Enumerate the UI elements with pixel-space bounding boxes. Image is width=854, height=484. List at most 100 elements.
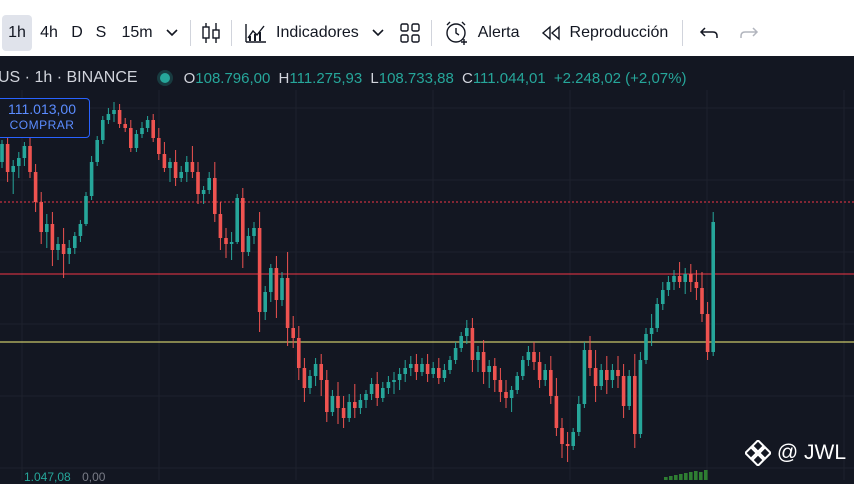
open-value: 108.796,00: [195, 69, 271, 87]
undo-icon: [700, 27, 718, 38]
candle-body: [347, 402, 351, 418]
candle-body: [549, 370, 553, 396]
candle-body: [28, 146, 32, 172]
buy-button[interactable]: 111.013,00 COMPRAR: [0, 98, 90, 138]
candle-body: [442, 370, 447, 378]
change-value: +2.248,02 (+2,07%): [553, 69, 687, 87]
candle-body: [134, 134, 139, 148]
top-strip: [0, 0, 854, 10]
layouts-button[interactable]: [395, 15, 425, 51]
close-key: C: [461, 69, 473, 87]
intervals-dropdown[interactable]: [160, 15, 184, 51]
candle-body: [89, 162, 94, 196]
candle-body: [291, 328, 295, 338]
interval-4h[interactable]: 4h: [32, 15, 66, 51]
interval-15m[interactable]: 15m: [114, 15, 160, 51]
candle-body: [123, 124, 127, 128]
redo-icon: [740, 27, 759, 38]
candle-body: [201, 190, 206, 194]
candle-body: [649, 328, 654, 334]
interval-d[interactable]: D: [66, 15, 88, 51]
candle-body: [196, 172, 200, 194]
candle-body: [431, 368, 435, 374]
indicators-dropdown[interactable]: [365, 15, 391, 51]
candle-body: [274, 268, 279, 300]
candle-body: [117, 110, 122, 124]
candle-body: [151, 120, 155, 138]
layouts-icon: [400, 23, 420, 43]
redo-button[interactable]: [729, 15, 769, 51]
buy-price: 111.013,00: [8, 101, 76, 117]
candle-body: [638, 360, 643, 434]
price-chart[interactable]: [0, 90, 854, 480]
candle-body: [414, 364, 419, 372]
candle-body: [565, 444, 570, 446]
volume-value: 1.047,08: [24, 470, 71, 484]
candle-body: [655, 304, 659, 328]
candle-body: [683, 274, 687, 282]
candle-body: [465, 328, 469, 336]
candle-body: [515, 376, 519, 390]
candle-body: [33, 172, 38, 202]
candle-body: [106, 114, 111, 120]
candle-body: [504, 392, 508, 398]
interval-label: 15m: [121, 24, 153, 41]
separator: [682, 20, 684, 46]
candle-body: [61, 244, 66, 254]
volume-bar: [694, 471, 698, 480]
separator: [231, 20, 232, 46]
candle-body: [689, 274, 693, 282]
candle-body: [325, 380, 329, 412]
buy-label: COMPRAR: [9, 118, 75, 132]
candle-body: [476, 352, 480, 360]
volume-bar: [674, 475, 678, 480]
candle-body: [252, 228, 256, 236]
candle-body: [694, 282, 699, 288]
candle-body: [224, 238, 228, 244]
interval-1h[interactable]: 1h: [2, 15, 32, 51]
candle-body: [571, 432, 575, 446]
open-key: O: [183, 69, 196, 87]
candles: [0, 102, 715, 480]
candle-body: [5, 144, 10, 172]
chevron-down-icon: [372, 29, 384, 37]
candle-body: [487, 366, 491, 372]
separator: [190, 20, 191, 46]
candle-body: [302, 368, 307, 388]
candle-body: [185, 162, 189, 172]
low-key: L: [370, 69, 379, 87]
candle-body: [481, 352, 486, 372]
volume-delta: 0,00: [82, 470, 106, 484]
candle-body: [386, 382, 391, 388]
candle-body: [453, 348, 458, 360]
interval-s[interactable]: S: [88, 15, 114, 51]
indicators-button[interactable]: Indicadores: [238, 15, 365, 51]
indicators-label: Indicadores: [276, 24, 359, 41]
candle-body: [644, 334, 648, 360]
candle-body: [397, 374, 402, 380]
candle-body: [358, 400, 363, 408]
interval-label: 1h: [8, 24, 26, 41]
candle-body: [246, 236, 251, 252]
candle-body: [285, 278, 290, 328]
candle-body: [425, 364, 430, 374]
candle-body: [353, 402, 357, 408]
chart-type-button[interactable]: [197, 15, 225, 51]
high-value: 111.275,93: [289, 69, 363, 87]
candle-body: [521, 360, 525, 376]
candle-body: [554, 396, 559, 428]
symbol-info-bar: US · 1h · BINANCE O108.796,00 H111.275,9…: [0, 66, 686, 90]
separator: [430, 20, 432, 46]
replay-button[interactable]: Reproducción: [532, 15, 677, 51]
undo-button[interactable]: [689, 15, 729, 51]
horizontal-levels: [0, 201, 854, 343]
volume-bar: [679, 474, 683, 480]
candle-body: [101, 120, 105, 140]
candle-body: [235, 198, 239, 242]
chart-grid: [0, 90, 854, 480]
symbol-title[interactable]: US · 1h · BINANCE: [0, 69, 138, 86]
candle-body: [0, 144, 4, 162]
candle-body: [705, 314, 710, 352]
candle-body: [392, 380, 396, 382]
alert-button[interactable]: Alerta: [438, 15, 526, 51]
